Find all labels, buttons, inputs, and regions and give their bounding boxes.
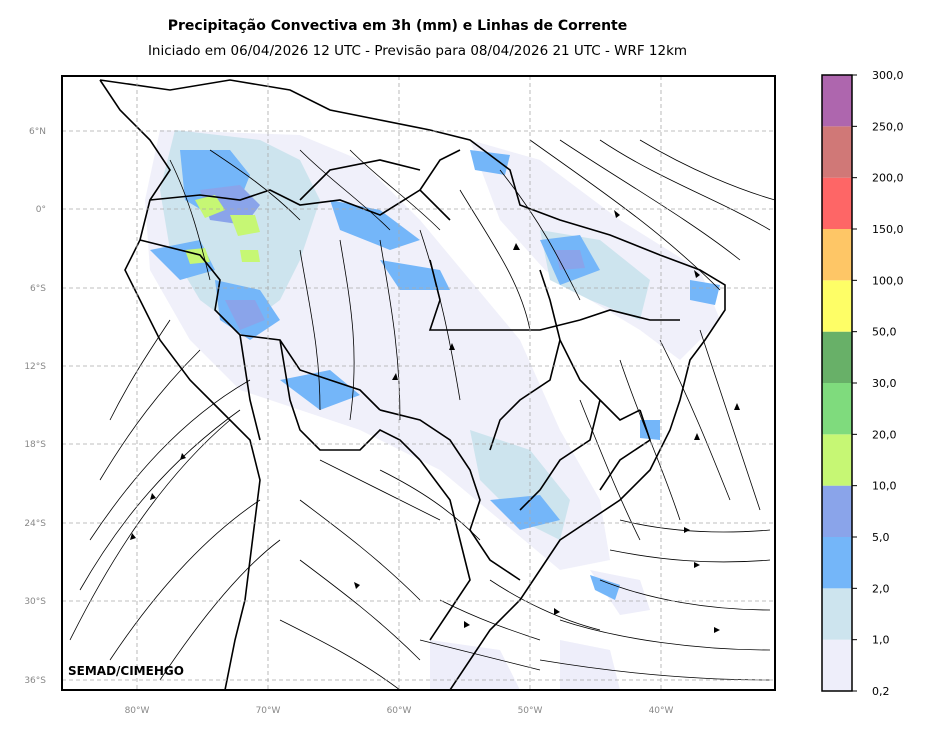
- colorbar-label: 10,0: [872, 480, 897, 493]
- precipitation-shading: [145, 130, 720, 690]
- colorbar-segment: [822, 537, 852, 589]
- lat-label: 30°S: [24, 597, 46, 607]
- lon-label: 70°W: [256, 706, 281, 716]
- credit-label: SEMAD/CIMEHGO: [68, 664, 184, 678]
- lat-label: 6°N: [29, 127, 46, 137]
- gridlines: [62, 76, 775, 690]
- colorbar-label: 100,0: [872, 274, 904, 287]
- lat-label: 6°S: [30, 284, 46, 294]
- colorbar-segment: [822, 434, 852, 486]
- lat-label: 18°S: [24, 440, 46, 450]
- colorbar-label: 250,0: [872, 120, 904, 133]
- colorbar-label: 150,0: [872, 223, 904, 236]
- colorbar-segment: [822, 383, 852, 435]
- latitude-labels: 6°N 0° 6°S 12°S 18°S 24°S 30°S 36°S: [24, 127, 46, 686]
- colorbar-label: 1,0: [872, 634, 890, 647]
- colorbar-label: 2,0: [872, 582, 890, 595]
- colorbar-segment: [822, 229, 852, 281]
- lat-label: 24°S: [24, 519, 46, 529]
- map-subtitle: Iniciado em 06/04/2026 12 UTC - Previsão…: [147, 43, 688, 59]
- colorbar-label: 30,0: [872, 377, 897, 390]
- colorbar-label: 0,2: [872, 685, 890, 698]
- colorbar-segment: [822, 331, 852, 383]
- colorbar-segment: [822, 639, 852, 691]
- streamline-arrows: [130, 210, 740, 633]
- lat-label: 12°S: [24, 362, 46, 372]
- map-frame: [61, 75, 776, 691]
- lon-label: 60°W: [387, 706, 412, 716]
- lon-label: 40°W: [649, 706, 674, 716]
- colorbar-segment: [822, 485, 852, 537]
- colorbar-label: 20,0: [872, 428, 897, 441]
- colorbar-segment: [822, 280, 852, 332]
- lon-label: 50°W: [518, 706, 543, 716]
- colorbar-label: 300,0: [872, 69, 904, 82]
- map-title: Precipitação Convectiva em 3h (mm) e Lin…: [167, 18, 628, 34]
- colorbar-label: 200,0: [872, 172, 904, 185]
- lat-label: 36°S: [24, 676, 46, 686]
- colorbar-segment: [822, 126, 852, 178]
- map-panel: [62, 76, 775, 690]
- streamlines: [69, 139, 775, 690]
- colorbar-label: 5,0: [872, 531, 890, 544]
- lat-label: 0°: [36, 205, 46, 215]
- lon-label: 80°W: [125, 706, 150, 716]
- colorbar-label: 50,0: [872, 326, 897, 339]
- colorbar-segment: [822, 177, 852, 229]
- colorbar-segment: [822, 588, 852, 640]
- longitude-labels: 80°W 70°W 60°W 50°W 40°W: [125, 706, 674, 716]
- colorbar: 0,2 1,0 2,0 5,0 10,0 20,0 30,0 50,0 100,0 150,0 20…: [821, 69, 904, 698]
- colorbar-segment: [822, 75, 852, 127]
